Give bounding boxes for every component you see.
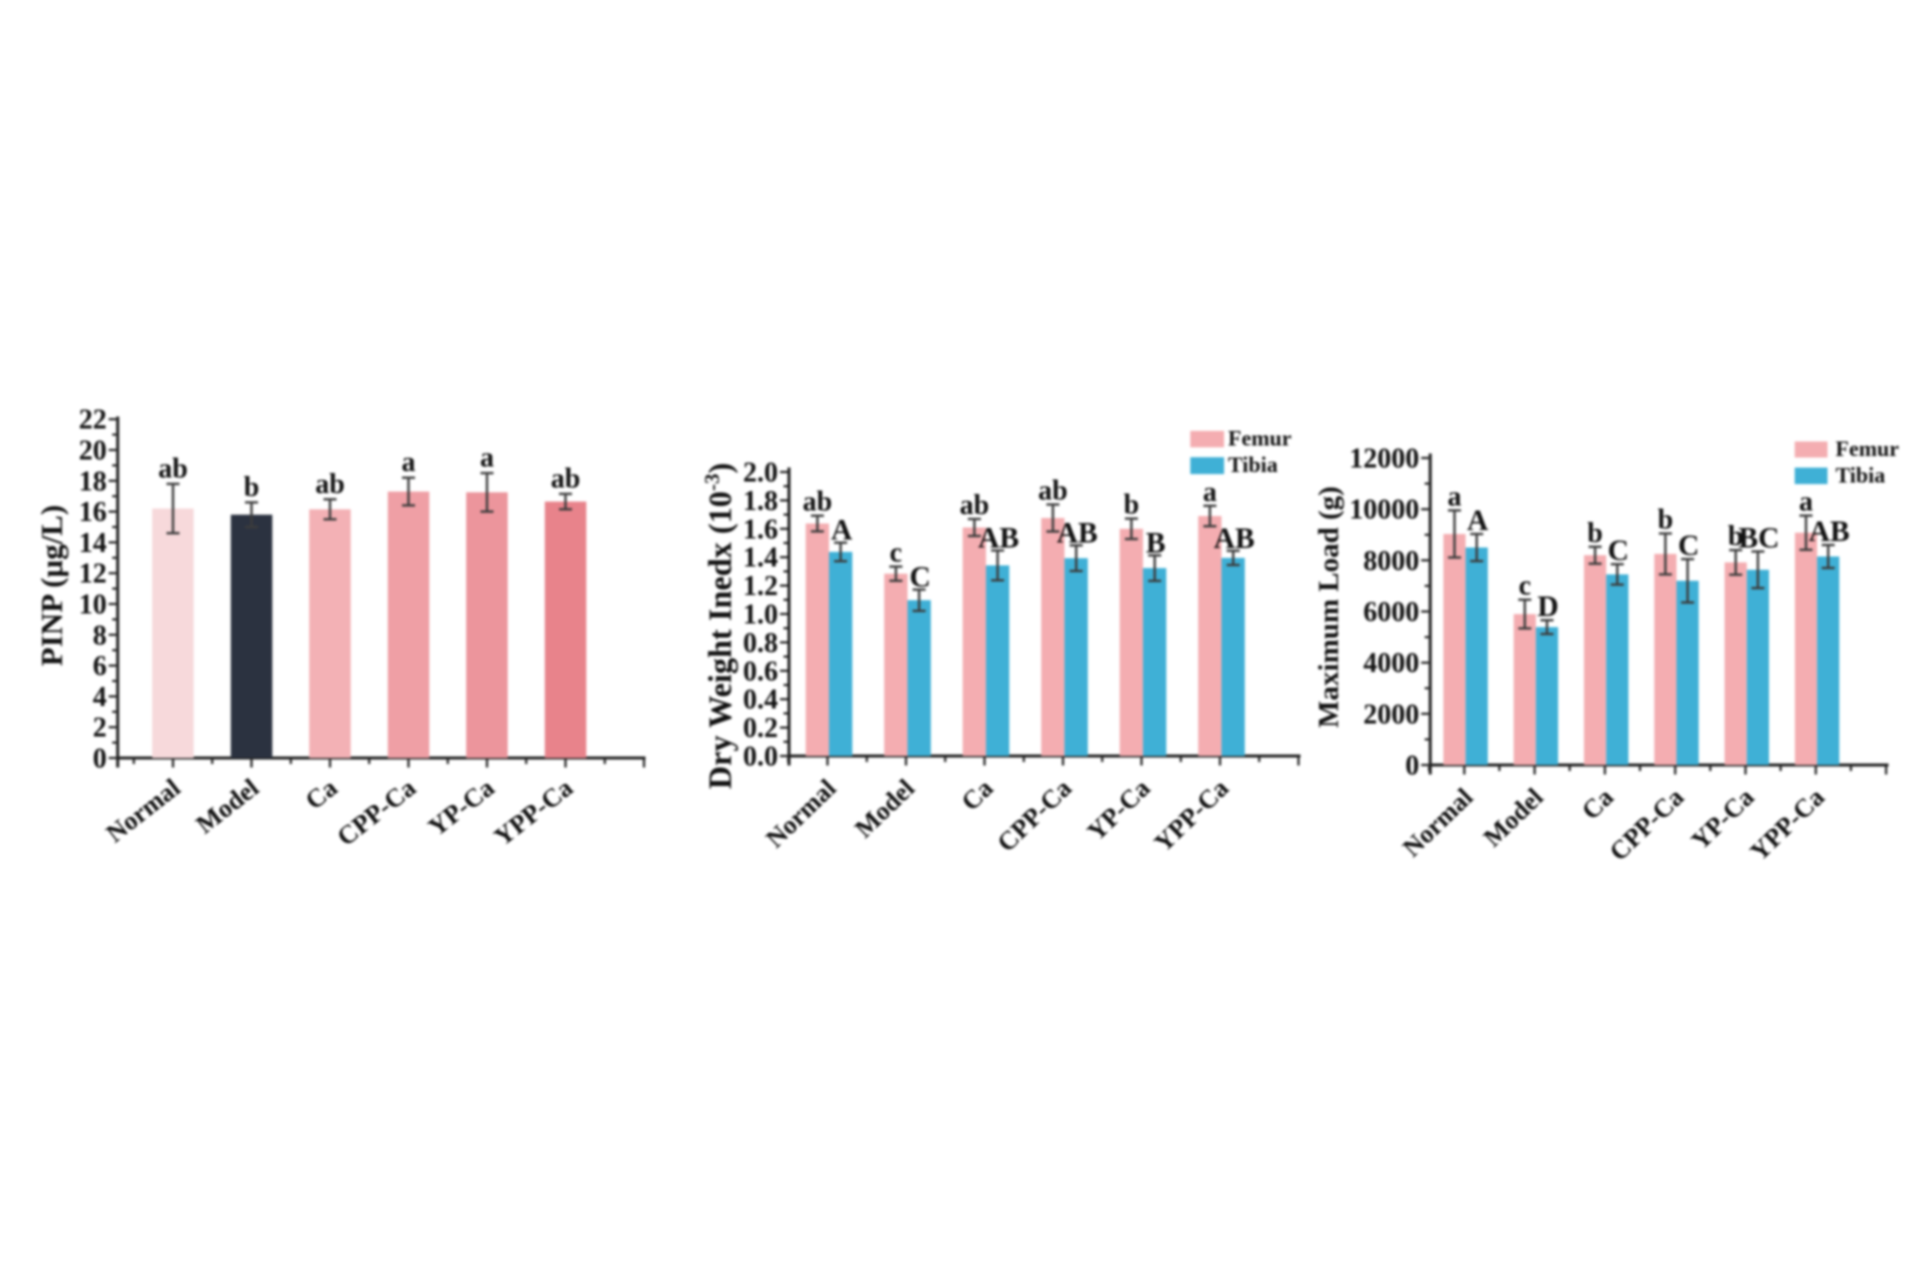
svg-text:a: a	[402, 447, 416, 478]
svg-text:0.6: 0.6	[743, 656, 778, 687]
svg-text:AB: AB	[1214, 523, 1255, 555]
svg-text:b: b	[1124, 490, 1140, 521]
svg-text:12000: 12000	[1349, 444, 1419, 475]
svg-text:ab: ab	[1038, 476, 1068, 507]
svg-text:16: 16	[79, 497, 107, 528]
svg-text:2.0: 2.0	[743, 458, 778, 489]
svg-text:C: C	[1608, 535, 1629, 567]
svg-text:18: 18	[79, 466, 107, 497]
svg-text:b: b	[1658, 505, 1674, 536]
svg-text:0.0: 0.0	[743, 742, 778, 773]
svg-text:C: C	[909, 562, 930, 594]
svg-text:Maximum Load (g): Maximum Load (g)	[1313, 486, 1345, 728]
svg-text:0.8: 0.8	[743, 628, 778, 659]
svg-text:8000: 8000	[1363, 546, 1419, 577]
svg-text:6: 6	[93, 651, 107, 682]
svg-text:4000: 4000	[1363, 648, 1419, 679]
svg-text:A: A	[831, 515, 853, 547]
svg-text:C: C	[1678, 530, 1699, 562]
svg-text:ab: ab	[960, 490, 990, 521]
svg-text:1.2: 1.2	[743, 571, 778, 602]
svg-text:ab: ab	[158, 453, 188, 484]
svg-text:BC: BC	[1738, 523, 1779, 555]
svg-text:b: b	[244, 472, 260, 503]
svg-text:c: c	[890, 538, 902, 569]
svg-text:0: 0	[93, 744, 107, 775]
svg-text:Femur: Femur	[1836, 436, 1900, 461]
svg-text:AB: AB	[1809, 516, 1850, 548]
svg-text:a: a	[1203, 477, 1217, 508]
svg-text:ab: ab	[803, 487, 833, 518]
svg-text:0.2: 0.2	[743, 713, 778, 744]
svg-text:a: a	[1448, 481, 1462, 512]
svg-text:6000: 6000	[1363, 597, 1419, 628]
svg-text:0.4: 0.4	[743, 685, 778, 716]
svg-text:22: 22	[79, 405, 107, 436]
svg-text:ab: ab	[315, 469, 345, 500]
svg-text:0: 0	[1405, 751, 1419, 782]
svg-text:B: B	[1146, 527, 1166, 559]
svg-text:20: 20	[79, 436, 107, 467]
svg-text:A: A	[1467, 505, 1489, 537]
svg-text:b: b	[1587, 518, 1603, 549]
svg-text:1.4: 1.4	[743, 543, 778, 574]
svg-text:ab: ab	[551, 463, 581, 494]
svg-text:Femur: Femur	[1228, 426, 1292, 451]
svg-text:PINP (μg/L): PINP (μg/L)	[34, 505, 69, 666]
svg-text:4: 4	[93, 682, 107, 713]
svg-text:AB: AB	[978, 523, 1019, 555]
svg-text:12: 12	[79, 559, 107, 590]
svg-text:Dry Weight Inedx (10-3): Dry Weight Inedx (10-3)	[700, 463, 738, 789]
svg-text:a: a	[480, 443, 494, 474]
svg-text:D: D	[1537, 591, 1558, 623]
svg-text:2: 2	[93, 713, 107, 744]
svg-text:Tibia: Tibia	[1228, 452, 1278, 477]
svg-text:1.6: 1.6	[743, 514, 778, 545]
svg-text:1.0: 1.0	[743, 600, 778, 631]
svg-text:1.8: 1.8	[743, 486, 778, 517]
svg-text:a: a	[1799, 487, 1813, 518]
svg-text:14: 14	[79, 528, 107, 559]
svg-text:10000: 10000	[1349, 495, 1419, 526]
svg-text:10: 10	[79, 590, 107, 621]
svg-text:Tibia: Tibia	[1836, 463, 1886, 488]
svg-text:AB: AB	[1057, 517, 1098, 549]
svg-text:c: c	[1519, 571, 1531, 602]
svg-text:8: 8	[93, 620, 107, 651]
svg-text:b: b	[1728, 521, 1744, 552]
svg-text:2000: 2000	[1363, 699, 1419, 730]
